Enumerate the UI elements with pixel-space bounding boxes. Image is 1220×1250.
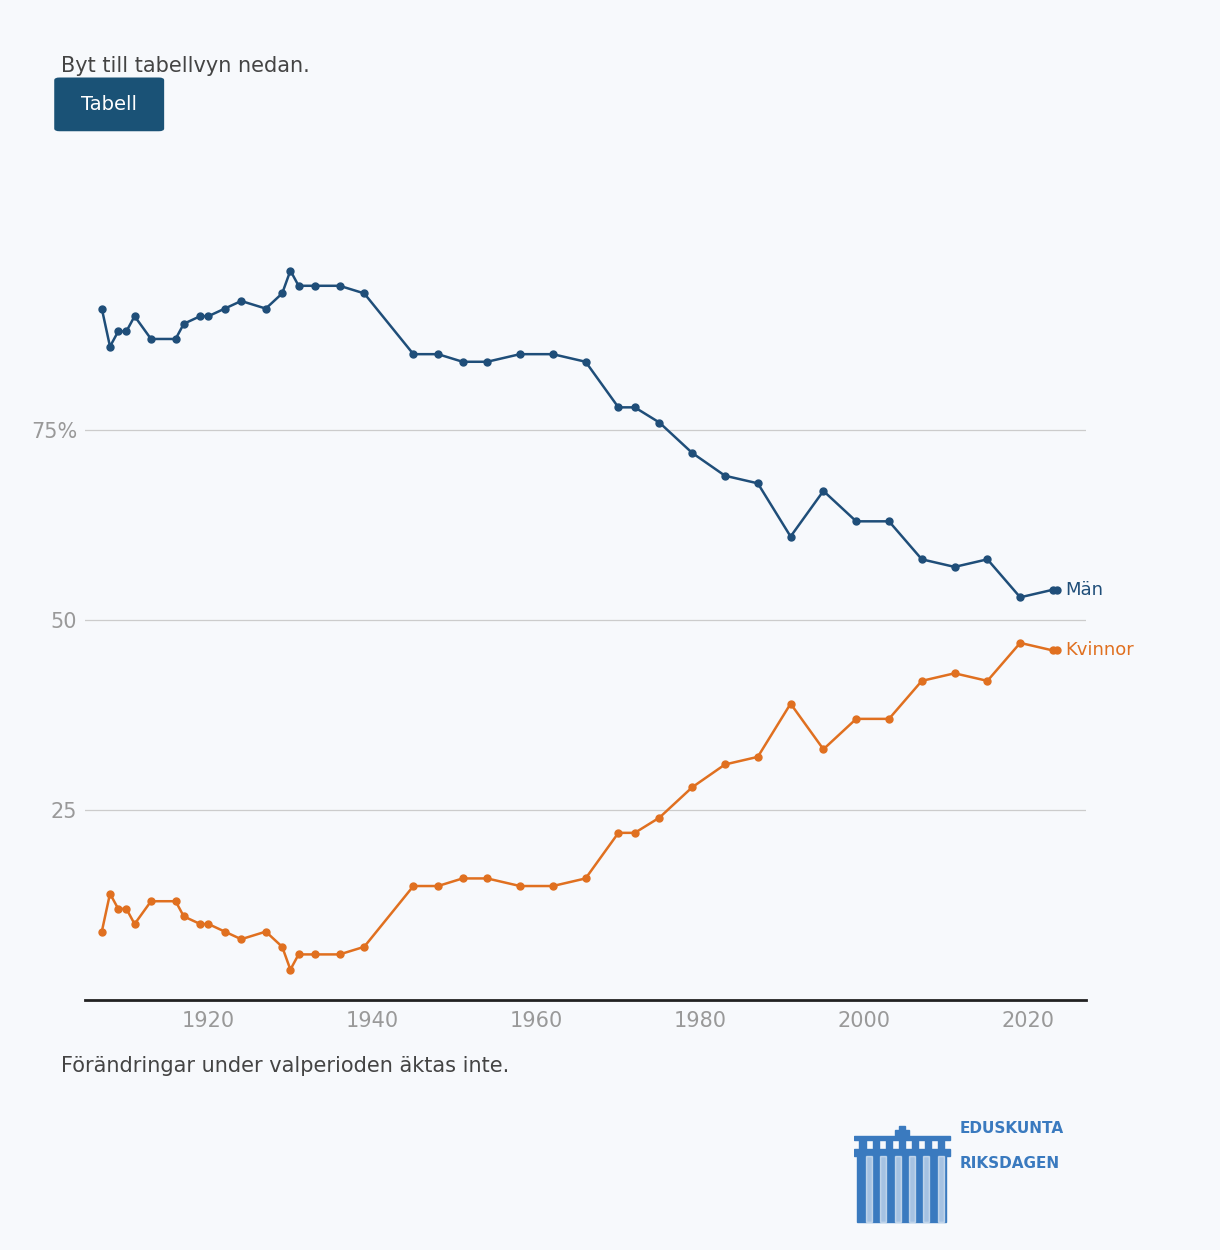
Bar: [854, 1149, 949, 1156]
Text: Byt till tabellvyn nedan.: Byt till tabellvyn nedan.: [61, 56, 310, 76]
Bar: [899, 1126, 904, 1130]
Bar: [866, 1156, 872, 1221]
Bar: [938, 1140, 944, 1149]
Bar: [881, 1156, 887, 1221]
Text: RIKSDAGEN: RIKSDAGEN: [960, 1155, 1060, 1170]
Bar: [909, 1156, 915, 1221]
Bar: [924, 1156, 930, 1221]
Text: EDUSKUNTA: EDUSKUNTA: [960, 1121, 1064, 1136]
Bar: [886, 1140, 892, 1149]
Bar: [895, 1130, 909, 1136]
FancyBboxPatch shape: [54, 78, 165, 131]
Bar: [938, 1156, 944, 1221]
Bar: [859, 1140, 866, 1149]
Bar: [872, 1140, 878, 1149]
Bar: [911, 1140, 917, 1149]
Text: Förändringar under valperioden äktas inte.: Förändringar under valperioden äktas int…: [61, 1056, 509, 1076]
Bar: [894, 1156, 900, 1221]
Bar: [854, 1136, 949, 1140]
Text: Kvinnor: Kvinnor: [1065, 641, 1135, 660]
Text: Män: Män: [1065, 581, 1103, 599]
Bar: [858, 1156, 947, 1221]
Text: Tabell: Tabell: [82, 95, 137, 114]
Bar: [899, 1140, 905, 1149]
Bar: [925, 1140, 931, 1149]
